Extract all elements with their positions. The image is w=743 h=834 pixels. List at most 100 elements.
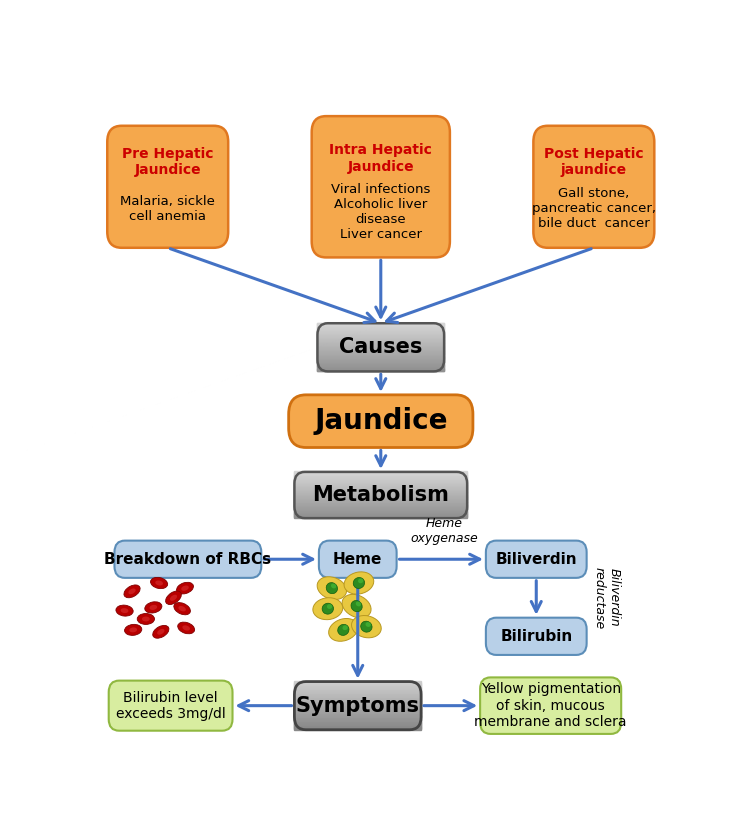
Bar xyxy=(294,500,467,501)
Text: Heme: Heme xyxy=(333,552,383,567)
Bar xyxy=(317,325,444,326)
Bar xyxy=(294,712,421,714)
Text: Causes: Causes xyxy=(339,337,423,357)
Bar xyxy=(294,474,467,475)
Bar xyxy=(317,333,444,334)
Bar xyxy=(294,477,467,478)
Bar xyxy=(294,681,421,683)
Text: Jaundice: Jaundice xyxy=(314,407,447,435)
Ellipse shape xyxy=(344,572,374,594)
Bar xyxy=(294,498,467,500)
Bar xyxy=(294,687,421,689)
Ellipse shape xyxy=(366,622,371,627)
Bar xyxy=(294,493,467,495)
Bar xyxy=(294,511,467,513)
Bar xyxy=(294,717,421,719)
Bar xyxy=(294,497,467,498)
Bar xyxy=(294,695,421,696)
Bar xyxy=(294,711,421,712)
Bar xyxy=(294,702,421,704)
Bar xyxy=(294,490,467,492)
Bar xyxy=(317,354,444,355)
Bar xyxy=(317,339,444,341)
Text: Bilirubin: Bilirubin xyxy=(500,629,572,644)
Bar xyxy=(317,350,444,351)
Bar xyxy=(294,707,421,709)
Bar xyxy=(317,324,444,325)
Bar xyxy=(294,510,467,511)
Bar xyxy=(294,488,467,490)
Bar xyxy=(294,499,467,500)
Ellipse shape xyxy=(178,622,195,634)
Ellipse shape xyxy=(328,619,358,641)
Bar xyxy=(294,690,421,691)
Bar xyxy=(317,329,444,331)
Bar xyxy=(294,507,467,508)
Bar xyxy=(294,514,467,515)
Bar xyxy=(317,343,444,344)
Ellipse shape xyxy=(149,605,158,610)
Bar xyxy=(294,478,467,480)
Ellipse shape xyxy=(178,606,186,611)
Bar xyxy=(317,329,444,330)
Ellipse shape xyxy=(170,595,177,600)
Text: Gall stone,
pancreatic cancer,
bile duct  cancer: Gall stone, pancreatic cancer, bile duct… xyxy=(532,188,656,230)
Bar xyxy=(294,504,467,505)
Bar xyxy=(294,472,467,474)
Bar xyxy=(294,480,467,481)
Bar xyxy=(317,352,444,354)
FancyBboxPatch shape xyxy=(486,540,587,578)
Text: Viral infections
Alcoholic liver
disease
Liver cancer: Viral infections Alcoholic liver disease… xyxy=(331,183,430,241)
Bar xyxy=(294,722,421,723)
Bar xyxy=(317,330,444,332)
Bar xyxy=(294,708,421,710)
Bar xyxy=(317,342,444,344)
Bar xyxy=(317,335,444,337)
Ellipse shape xyxy=(356,601,361,606)
Bar xyxy=(317,358,444,359)
Bar xyxy=(294,491,467,493)
Ellipse shape xyxy=(142,616,150,621)
Bar xyxy=(294,728,421,730)
Ellipse shape xyxy=(343,626,348,631)
Bar xyxy=(294,502,467,504)
Ellipse shape xyxy=(129,627,137,632)
Bar xyxy=(294,694,421,696)
Bar xyxy=(294,471,467,473)
Bar xyxy=(294,476,467,477)
Ellipse shape xyxy=(174,603,190,615)
Bar xyxy=(317,341,444,343)
Ellipse shape xyxy=(326,583,337,594)
Bar xyxy=(317,363,444,364)
Bar xyxy=(317,344,444,345)
Bar xyxy=(294,479,467,480)
Ellipse shape xyxy=(342,595,371,618)
Bar xyxy=(294,477,467,479)
FancyBboxPatch shape xyxy=(480,677,621,734)
Bar xyxy=(294,510,467,512)
Text: Heme
oxygenase: Heme oxygenase xyxy=(410,517,478,545)
Bar xyxy=(317,369,444,370)
Bar xyxy=(294,710,421,711)
Bar xyxy=(317,339,444,340)
Bar xyxy=(294,480,467,482)
Ellipse shape xyxy=(129,589,136,595)
Bar xyxy=(294,706,421,708)
Bar xyxy=(294,686,421,688)
Bar xyxy=(317,332,444,334)
Ellipse shape xyxy=(351,600,362,611)
Ellipse shape xyxy=(137,614,155,625)
Bar xyxy=(294,486,467,487)
Ellipse shape xyxy=(313,598,343,620)
Ellipse shape xyxy=(322,603,334,614)
Ellipse shape xyxy=(145,602,162,613)
Bar xyxy=(294,701,421,702)
Bar xyxy=(294,723,421,724)
Ellipse shape xyxy=(331,584,337,589)
Ellipse shape xyxy=(181,585,189,590)
FancyBboxPatch shape xyxy=(533,126,655,248)
Bar xyxy=(294,490,467,491)
Bar xyxy=(294,693,421,695)
Ellipse shape xyxy=(182,626,190,631)
Ellipse shape xyxy=(120,608,129,613)
